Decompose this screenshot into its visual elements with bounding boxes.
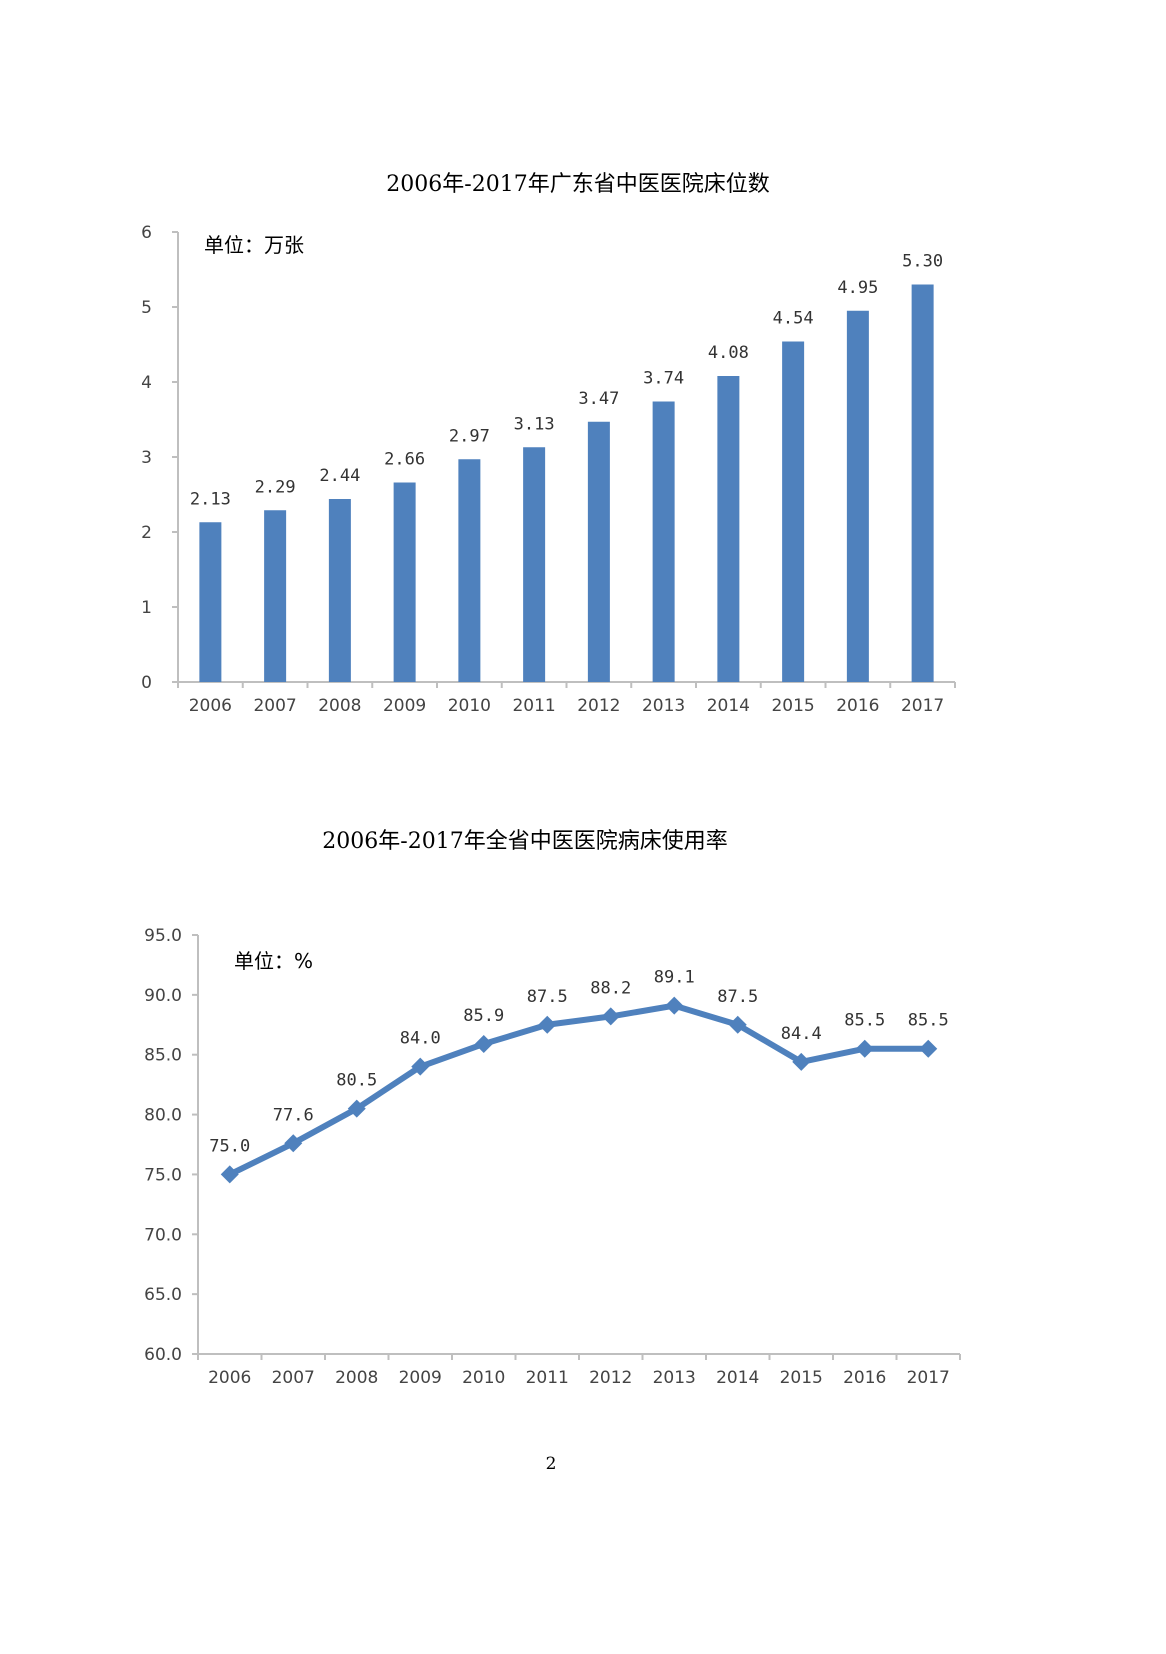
x-tick-label: 2015 bbox=[771, 696, 814, 716]
bar bbox=[846, 310, 869, 682]
y-tick-label: 4 bbox=[141, 373, 152, 393]
x-tick-label: 2007 bbox=[253, 696, 296, 716]
data-point-marker bbox=[347, 1099, 366, 1118]
y-tick-label: 0 bbox=[141, 673, 152, 693]
x-tick-label: 2012 bbox=[589, 1368, 632, 1388]
bar bbox=[652, 401, 675, 682]
data-label: 89.1 bbox=[654, 968, 695, 988]
data-label: 3.47 bbox=[578, 389, 619, 409]
x-tick-label: 2010 bbox=[448, 696, 491, 716]
x-tick-label: 2008 bbox=[318, 696, 361, 716]
data-label: 84.4 bbox=[781, 1024, 822, 1044]
data-label: 2.66 bbox=[384, 450, 425, 470]
data-label: 2.44 bbox=[319, 466, 360, 486]
data-point-marker bbox=[474, 1034, 493, 1053]
data-label: 2.13 bbox=[190, 489, 231, 509]
data-label: 2.29 bbox=[255, 477, 296, 497]
y-tick-label: 1 bbox=[141, 598, 152, 618]
data-label: 4.08 bbox=[708, 343, 749, 363]
y-tick-label: 80.0 bbox=[144, 1106, 182, 1126]
data-label: 88.2 bbox=[590, 978, 631, 998]
y-tick-label: 95.0 bbox=[144, 926, 182, 946]
y-tick-label: 85.0 bbox=[144, 1046, 182, 1066]
data-point-marker bbox=[284, 1134, 303, 1153]
x-tick-label: 2011 bbox=[512, 696, 555, 716]
page-number: 2 bbox=[546, 1454, 557, 1474]
bar bbox=[328, 499, 351, 682]
y-tick-label: 70.0 bbox=[144, 1225, 182, 1245]
bar bbox=[264, 510, 287, 682]
y-tick-label: 75.0 bbox=[144, 1165, 182, 1185]
data-label: 3.74 bbox=[643, 369, 684, 389]
data-label: 2.97 bbox=[449, 426, 490, 446]
data-label: 85.5 bbox=[908, 1011, 949, 1031]
unit-label: 单位：万张 bbox=[204, 233, 304, 257]
data-label: 80.5 bbox=[336, 1071, 377, 1091]
data-label: 4.54 bbox=[773, 309, 814, 329]
bar bbox=[393, 482, 416, 682]
x-tick-label: 2013 bbox=[653, 1368, 696, 1388]
x-tick-label: 2014 bbox=[716, 1368, 759, 1388]
x-tick-label: 2007 bbox=[272, 1368, 315, 1388]
data-label: 75.0 bbox=[209, 1136, 250, 1156]
bar bbox=[587, 421, 610, 682]
x-tick-label: 2009 bbox=[399, 1368, 442, 1388]
data-label: 85.5 bbox=[844, 1011, 885, 1031]
data-label: 4.95 bbox=[837, 278, 878, 298]
data-point-marker bbox=[919, 1039, 938, 1058]
data-point-marker bbox=[728, 1015, 747, 1034]
data-label: 85.9 bbox=[463, 1006, 504, 1026]
data-label: 3.13 bbox=[514, 414, 555, 434]
series-line bbox=[228, 1002, 929, 1178]
data-point-marker bbox=[411, 1057, 430, 1076]
bed-count-bar-chart: 2006年-2017年广东省中医医院床位数 单位：万张 0 1 2 3 4 5 6 2006 2… bbox=[141, 172, 956, 716]
data-point-marker bbox=[601, 1007, 620, 1026]
data-label: 87.5 bbox=[527, 987, 568, 1007]
x-tick-label: 2006 bbox=[189, 696, 232, 716]
data-point-marker bbox=[855, 1039, 874, 1058]
data-label: 87.5 bbox=[717, 987, 758, 1007]
x-tick-label: 2010 bbox=[462, 1368, 505, 1388]
bar bbox=[458, 459, 481, 682]
y-tick-label: 3 bbox=[141, 448, 152, 468]
x-tick-label: 2015 bbox=[780, 1368, 823, 1388]
x-tick-label: 2017 bbox=[901, 696, 944, 716]
bed-usage-line-chart: 2006年-2017年全省中医医院病床使用率 单位：% 60.0 65.0 70.0… bbox=[144, 829, 961, 1388]
chart-title: 2006年-2017年广东省中医医院床位数 bbox=[386, 172, 769, 197]
data-label: 77.6 bbox=[273, 1105, 314, 1125]
x-tick-label: 2016 bbox=[836, 696, 879, 716]
y-tick-label: 90.0 bbox=[144, 986, 182, 1006]
x-tick-label: 2006 bbox=[208, 1368, 251, 1388]
bar bbox=[523, 447, 546, 682]
bar bbox=[717, 376, 740, 682]
y-tick-label: 2 bbox=[141, 523, 152, 543]
x-tick-label: 2008 bbox=[335, 1368, 378, 1388]
x-tick-label: 2016 bbox=[843, 1368, 886, 1388]
data-point-marker bbox=[792, 1052, 811, 1071]
y-tick-label: 60.0 bbox=[144, 1345, 182, 1365]
x-tick-label: 2017 bbox=[907, 1368, 950, 1388]
data-point-marker bbox=[665, 996, 684, 1015]
bar bbox=[199, 522, 222, 682]
x-tick-label: 2009 bbox=[383, 696, 426, 716]
bar bbox=[782, 341, 805, 682]
x-tick-label: 2013 bbox=[642, 696, 685, 716]
data-label: 5.30 bbox=[902, 252, 943, 272]
data-label: 84.0 bbox=[400, 1029, 441, 1049]
x-tick-label: 2014 bbox=[707, 696, 750, 716]
unit-label: 单位：% bbox=[234, 949, 313, 973]
chart-title: 2006年-2017年全省中医医院病床使用率 bbox=[322, 829, 727, 854]
bar bbox=[911, 284, 934, 682]
data-point-marker bbox=[538, 1015, 557, 1034]
data-point-marker bbox=[220, 1165, 239, 1184]
y-tick-label: 6 bbox=[141, 223, 152, 243]
y-tick-label: 65.0 bbox=[144, 1285, 182, 1305]
y-tick-label: 5 bbox=[141, 298, 152, 318]
x-tick-label: 2011 bbox=[526, 1368, 569, 1388]
x-tick-label: 2012 bbox=[577, 696, 620, 716]
